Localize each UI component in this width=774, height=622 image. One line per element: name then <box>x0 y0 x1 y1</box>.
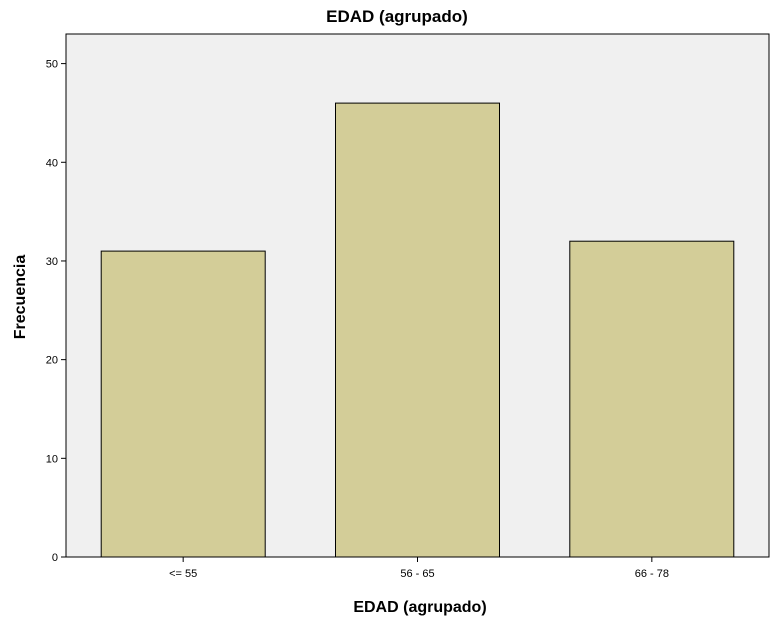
labels-group: 0 10 20 30 40 50 <= 55 56 - 65 66 - 78 <box>46 59 669 580</box>
y-tick-label: 40 <box>46 157 58 169</box>
bars-group <box>100 102 735 558</box>
y-tick-label: 30 <box>46 256 58 268</box>
y-axis-title: Frecuencia <box>12 255 29 340</box>
x-tick-label: 56 - 65 <box>400 568 434 580</box>
x-tick-label: 66 - 78 <box>635 568 669 580</box>
x-axis-title: EDAD (agrupado) <box>353 599 486 616</box>
y-tick-label: 10 <box>46 453 58 465</box>
x-tick-label: <= 55 <box>169 568 197 580</box>
bar <box>335 102 500 558</box>
bar <box>100 250 266 558</box>
y-tick-label: 20 <box>46 355 58 367</box>
y-tick-label: 50 <box>46 59 58 71</box>
chart-title: EDAD (agrupado) <box>326 7 468 26</box>
axes-group <box>61 34 769 562</box>
y-tick-label: 0 <box>52 552 58 564</box>
bar <box>569 240 735 558</box>
